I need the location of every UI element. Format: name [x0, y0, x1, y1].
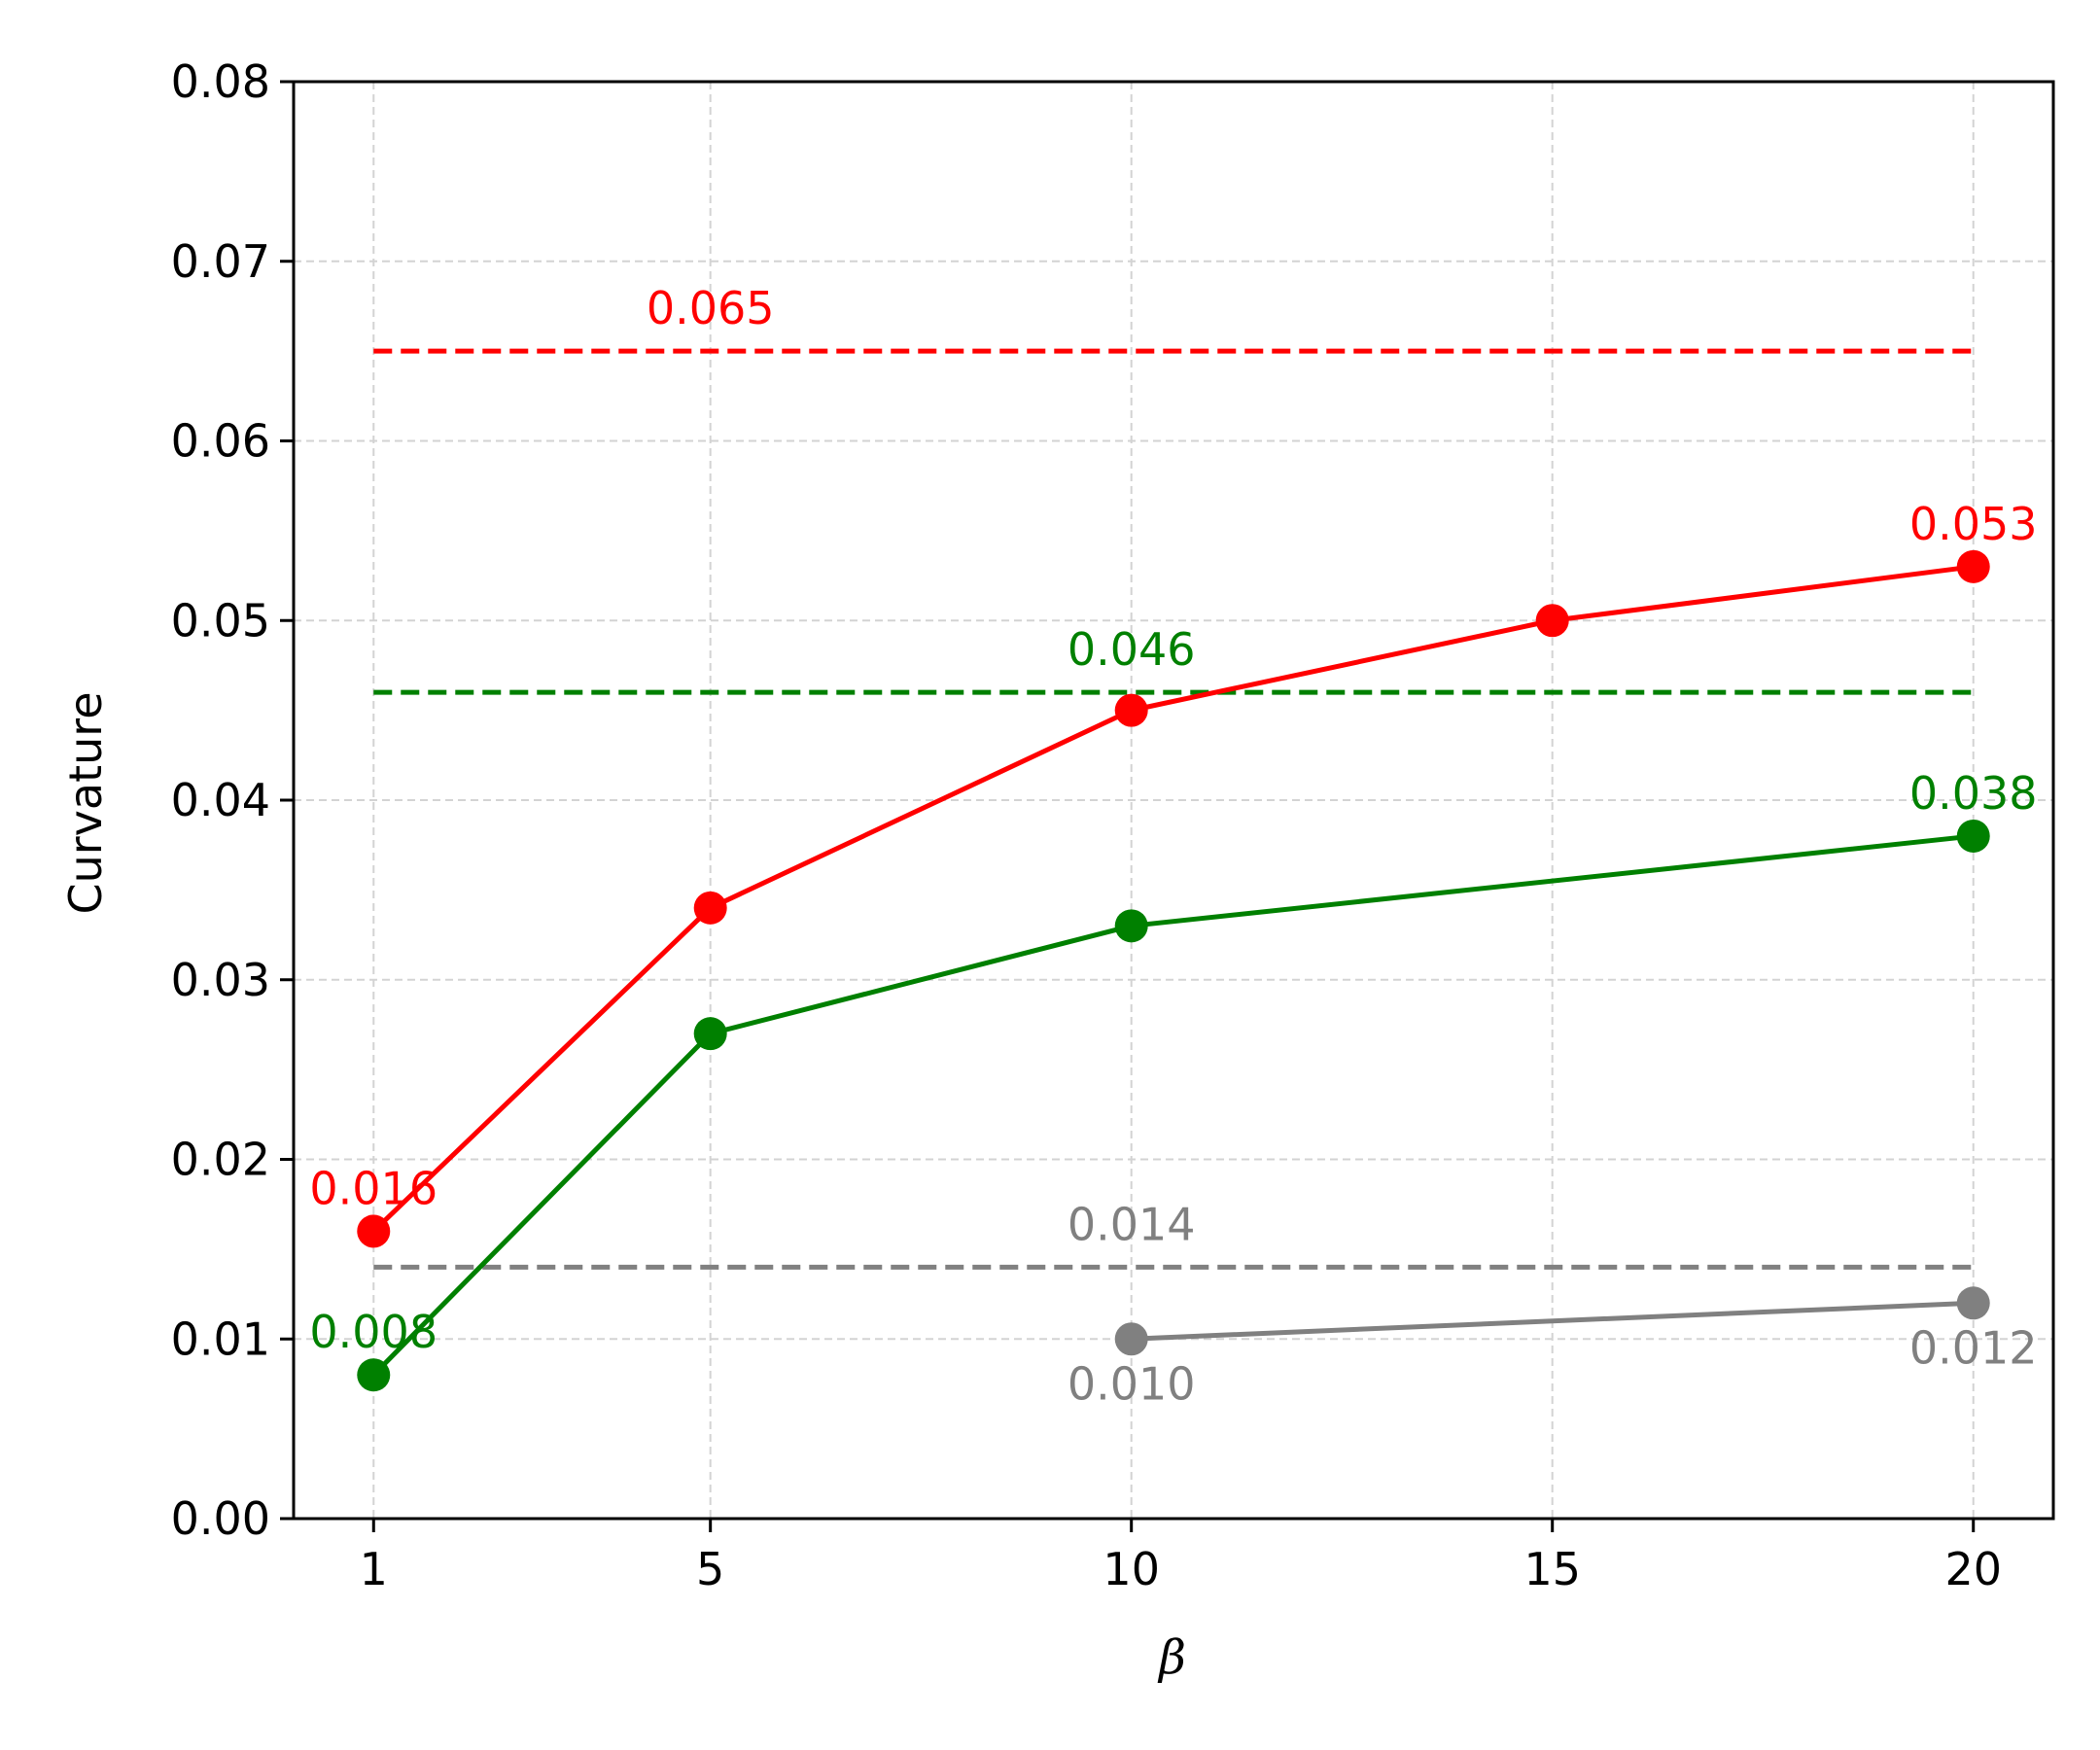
series-line [371, 833, 1974, 1377]
data-point [693, 891, 727, 925]
data-label: 0.012 [1909, 1321, 2038, 1374]
y-tick-label: 0.03 [171, 954, 270, 1006]
y-tick-label: 0.08 [171, 55, 270, 108]
data-label: 0.016 [309, 1162, 438, 1214]
data-label: 0.038 [1909, 767, 2038, 820]
series-layer [357, 549, 1990, 1392]
y-tick-label: 0.05 [171, 594, 270, 647]
data-label: 0.046 [1068, 623, 1196, 676]
data-point [1956, 819, 1990, 853]
data-point [357, 1358, 391, 1392]
data-point [357, 1214, 391, 1248]
data-point [1956, 1286, 1990, 1320]
x-tick-label: 20 [1944, 1543, 2002, 1595]
series-line [1131, 1300, 1974, 1342]
y-tick-label: 0.02 [171, 1134, 270, 1186]
data-label: 0.010 [1068, 1357, 1196, 1410]
x-tick-label: 10 [1102, 1543, 1160, 1595]
x-tick-label: 1 [360, 1543, 388, 1595]
data-point [1114, 1322, 1148, 1356]
y-tick-label: 0.07 [171, 235, 270, 288]
data-point [1114, 909, 1148, 943]
y-tick-label: 0.06 [171, 415, 270, 468]
annotations-layer: 0.016 0.053 0.008 0.038 0.010 0.012 0.065 0.046… [309, 282, 2037, 1410]
x-axis-title: β [1157, 1630, 1186, 1685]
y-axis-title: Curvature [59, 692, 112, 915]
data-label: 0.008 [309, 1306, 438, 1358]
x-tick-label: 15 [1523, 1543, 1581, 1595]
x-tick-label: 5 [696, 1543, 724, 1595]
y-tick-label: 0.00 [171, 1492, 270, 1545]
data-point [1535, 604, 1569, 638]
data-label: 0.053 [1909, 498, 2038, 550]
ticks-layer: 1 5 10 15 200.000.010.020.030.040.050.060.07… [171, 55, 2002, 1595]
data-point [1956, 549, 1990, 583]
data-label: 0.065 [647, 282, 775, 334]
data-point [693, 1017, 727, 1051]
y-tick-label: 0.01 [171, 1312, 270, 1365]
data-label: 0.014 [1068, 1198, 1196, 1250]
y-tick-label: 0.04 [171, 774, 270, 826]
reference-lines-layer [373, 348, 1974, 1270]
data-point [1114, 693, 1148, 727]
